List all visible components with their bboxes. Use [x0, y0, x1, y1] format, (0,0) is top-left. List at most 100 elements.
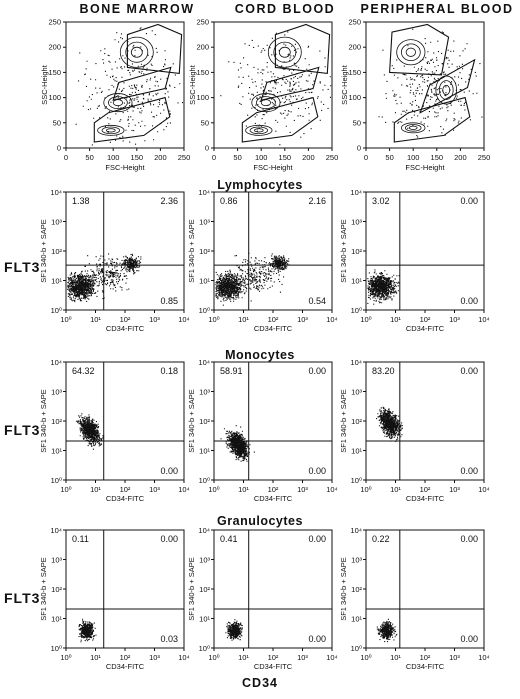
quadrant-value-upper-left-lymphocytes-bone-marrow: 1.38 [72, 196, 90, 206]
gate-y-axis-label-peripheral-blood: SSC-Height [340, 64, 349, 105]
quadrant-value-lower-right-granulocytes-peripheral-blood: 0.00 [460, 634, 478, 644]
quadrant-value-lower-right-lymphocytes-peripheral-blood: 0.00 [460, 296, 478, 306]
gate-contour-bone-marrow-2-2 [125, 41, 149, 63]
gate-contour-cord-blood-1-3 [251, 93, 281, 113]
quadrant-x-tick-label-granulocytes-peripheral-blood-3: 10³ [449, 653, 460, 662]
quadrant-events-spread-lymphocytes-cord-blood [224, 252, 285, 302]
gate-x-tick-label-bone-marrow-150: 150 [131, 153, 144, 162]
gate-y-axis-label-bone-marrow: SSC-Height [40, 64, 49, 105]
quadrant-value-upper-right-granulocytes-peripheral-blood: 0.00 [460, 534, 478, 544]
gate-polygon-lymphocytes-cord-blood [241, 96, 319, 143]
row-title-monocytes: Monocytes [225, 348, 295, 362]
quadrant-events-cd34-lymphocytes-bone-marrow [119, 253, 142, 274]
quadrant-y-axis-label-lymphocytes-bone-marrow: SF1 340-b + SAPE [39, 219, 48, 283]
flt3-label-row-1: FLT3 [4, 259, 41, 275]
quadrant-x-tick-label-lymphocytes-bone-marrow-0: 10⁰ [60, 315, 71, 324]
quadrant-events-main-monocytes-peripheral-blood [376, 406, 403, 442]
gate-contour-bone-marrow-0-1 [106, 128, 116, 133]
quadrant-value-upper-right-lymphocytes-cord-blood: 2.16 [308, 196, 326, 206]
flt3-label-row-2: FLT3 [4, 422, 41, 438]
quadrant-x-tick-label-monocytes-cord-blood-2: 10² [268, 485, 279, 494]
quadrant-value-lower-right-granulocytes-bone-marrow: 0.03 [160, 634, 178, 644]
gate-x-axis-label-peripheral-blood: FSC-Height [405, 163, 445, 172]
gate-scatter-events-cord-blood [220, 31, 332, 146]
gate-x-tick-label-cord-blood-250: 250 [326, 153, 339, 162]
gate-x-tick-label-bone-marrow-50: 50 [85, 153, 93, 162]
quadrant-y-tick-label-monocytes-bone-marrow-0: 10⁰ [51, 476, 62, 485]
quadrant-x-axis-label-monocytes-cord-blood: CD34-FITC [254, 494, 293, 503]
quadrant-y-tick-label-lymphocytes-peripheral-blood-4: 10⁴ [350, 188, 362, 197]
quadrant-y-tick-label-lymphocytes-cord-blood-1: 10¹ [199, 277, 210, 286]
quadrant-x-tick-label-monocytes-peripheral-blood-4: 10⁴ [478, 485, 490, 494]
quadrant-x-tick-label-granulocytes-bone-marrow-2: 10² [120, 653, 131, 662]
gate-x-tick-label-cord-blood-150: 150 [279, 153, 292, 162]
gate-contour-peripheral-blood-1-1 [442, 84, 451, 96]
quadrant-events-spread-lymphocytes-bone-marrow [80, 253, 135, 300]
quadrant-y-tick-label-lymphocytes-cord-blood-0: 10⁰ [199, 306, 210, 315]
gate-x-axis-label-cord-blood: FSC-Height [253, 163, 293, 172]
quadrant-value-upper-right-lymphocytes-peripheral-blood: 0.00 [460, 196, 478, 206]
gate-polygon-granulocytes-peripheral-blood [389, 23, 450, 76]
quadrant-y-tick-label-lymphocytes-bone-marrow-4: 10⁴ [50, 188, 62, 197]
gate-y-tick-label-cord-blood-0: 0 [205, 144, 209, 153]
quadrant-y-tick-label-lymphocytes-bone-marrow-2: 10² [51, 247, 62, 256]
quadrant-y-axis-label-granulocytes-cord-blood: SF1 340-b + SAPE [187, 557, 196, 621]
quadrant-x-tick-label-granulocytes-cord-blood-0: 10⁰ [208, 653, 219, 662]
gate-y-tick-label-peripheral-blood-100: 100 [348, 93, 361, 102]
gate-y-tick-label-peripheral-blood-150: 150 [348, 68, 361, 77]
flt3-label-row-3: FLT3 [4, 590, 41, 606]
quadrant-y-tick-label-monocytes-cord-blood-2: 10² [199, 417, 210, 426]
quadrant-y-tick-label-granulocytes-peripheral-blood-0: 10⁰ [351, 644, 362, 653]
quadrant-x-tick-label-granulocytes-bone-marrow-4: 10⁴ [178, 653, 190, 662]
gate-contour-cord-blood-2-1 [278, 46, 291, 58]
quadrant-y-tick-label-lymphocytes-cord-blood-2: 10² [199, 247, 210, 256]
quadrant-value-upper-right-granulocytes-cord-blood: 0.00 [308, 534, 326, 544]
quadrant-x-tick-label-monocytes-bone-marrow-2: 10² [120, 485, 131, 494]
quadrant-x-tick-label-lymphocytes-bone-marrow-2: 10² [120, 315, 131, 324]
quadrant-x-tick-label-monocytes-bone-marrow-4: 10⁴ [178, 485, 190, 494]
row-title-granulocytes: Granulocytes [217, 514, 303, 528]
column-header-bone-marrow: BONE MARROW [79, 2, 195, 16]
quadrant-y-tick-label-granulocytes-cord-blood-0: 10⁰ [199, 644, 210, 653]
quadrant-y-tick-label-monocytes-peripheral-blood-2: 10² [351, 417, 362, 426]
quadrant-y-tick-label-granulocytes-cord-blood-4: 10⁴ [198, 526, 210, 535]
quadrant-x-tick-label-lymphocytes-peripheral-blood-0: 10⁰ [360, 315, 371, 324]
quadrant-x-tick-label-granulocytes-peripheral-blood-4: 10⁴ [478, 653, 490, 662]
quadrant-x-axis-label-monocytes-peripheral-blood: CD34-FITC [406, 494, 445, 503]
quadrant-y-axis-label-monocytes-cord-blood: SF1 340-b + SAPE [187, 389, 196, 453]
quadrant-y-tick-label-granulocytes-cord-blood-1: 10¹ [199, 615, 210, 624]
quadrant-x-tick-label-lymphocytes-cord-blood-2: 10² [268, 315, 279, 324]
gate-x-tick-label-bone-marrow-100: 100 [107, 153, 120, 162]
quadrant-x-tick-label-monocytes-bone-marrow-3: 10³ [149, 485, 160, 494]
gate-contour-bone-marrow-0-2 [101, 126, 121, 135]
gate-contour-peripheral-blood-2-1 [405, 47, 416, 57]
quadrant-x-tick-label-lymphocytes-cord-blood-0: 10⁰ [208, 315, 219, 324]
quadrant-x-axis-label-lymphocytes-bone-marrow: CD34-FITC [106, 324, 145, 333]
gate-x-tick-label-peripheral-blood-50: 50 [385, 153, 393, 162]
quadrant-x-tick-label-lymphocytes-peripheral-blood-2: 10² [420, 315, 431, 324]
quadrant-value-lower-right-lymphocytes-bone-marrow: 0.85 [160, 296, 178, 306]
gate-polygon-granulocytes-bone-marrow [126, 23, 183, 75]
gate-x-tick-label-peripheral-blood-150: 150 [431, 153, 444, 162]
quadrant-y-axis-label-lymphocytes-peripheral-blood: SF1 340-b + SAPE [339, 219, 348, 283]
gate-plot-frame-bone-marrow [65, 21, 185, 149]
quadrant-y-tick-label-monocytes-cord-blood-0: 10⁰ [199, 476, 210, 485]
gate-plot-frame-cord-blood [213, 21, 333, 149]
gate-polygon-granulocytes-cord-blood [274, 23, 331, 75]
quadrant-x-axis-label-monocytes-bone-marrow: CD34-FITC [106, 494, 145, 503]
quadrant-x-tick-label-granulocytes-cord-blood-4: 10⁴ [326, 653, 338, 662]
quadrant-x-tick-label-monocytes-peripheral-blood-0: 10⁰ [360, 485, 371, 494]
gate-contour-bone-marrow-2-1 [130, 46, 143, 58]
gate-y-tick-label-cord-blood-50: 50 [201, 118, 209, 127]
gate-y-tick-label-bone-marrow-50: 50 [53, 118, 61, 127]
quadrant-x-axis-label-granulocytes-peripheral-blood: CD34-FITC [406, 662, 445, 671]
gate-polygon-monocytes-peripheral-blood [419, 58, 476, 114]
gate-x-tick-label-peripheral-blood-250: 250 [478, 153, 491, 162]
quadrant-x-tick-label-lymphocytes-peripheral-blood-3: 10³ [449, 315, 460, 324]
quadrant-x-tick-label-granulocytes-peripheral-blood-2: 10² [420, 653, 431, 662]
quadrant-y-tick-label-lymphocytes-peripheral-blood-0: 10⁰ [351, 306, 362, 315]
quadrant-y-tick-label-monocytes-peripheral-blood-0: 10⁰ [351, 476, 362, 485]
quadrant-y-tick-label-lymphocytes-bone-marrow-0: 10⁰ [51, 306, 62, 315]
gate-plot-frame-peripheral-blood [365, 21, 485, 149]
